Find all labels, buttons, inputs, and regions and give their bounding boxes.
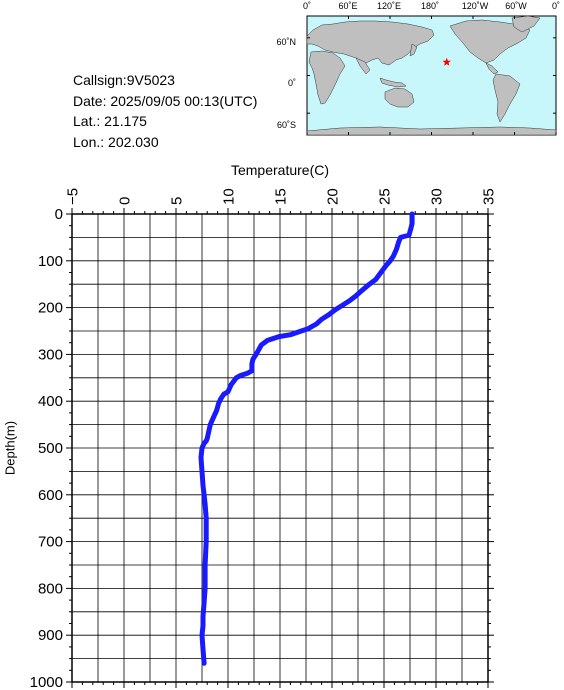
x-axis-tick-labels: −5 0 5 10 15 20 25 30 35 bbox=[64, 188, 497, 205]
latitude-text: Lat.: 21.175 bbox=[73, 113, 147, 129]
y-axis-ticks bbox=[66, 213, 494, 683]
indonesia-landmass bbox=[379, 77, 407, 88]
map-lat-labels: 60˚N 0˚ 60˚S bbox=[276, 37, 296, 130]
x-tick-label: 5 bbox=[168, 197, 185, 205]
x-tick-label: 10 bbox=[220, 188, 237, 205]
map-lon-label: 60˚W bbox=[505, 1, 527, 11]
map-lon-label: 0˚ bbox=[303, 1, 311, 11]
map-lon-label: 0˚ bbox=[552, 1, 560, 11]
y-tick-label: 200 bbox=[38, 300, 63, 317]
y-tick-label: 300 bbox=[38, 346, 63, 363]
world-map: 0˚ 60˚E 120˚E 180˚ 120˚W 60˚W 0˚ 60˚N 0˚… bbox=[276, 1, 560, 136]
japan-landmass bbox=[409, 43, 418, 57]
x-axis-label: Temperature(C) bbox=[231, 162, 329, 178]
temperature-profile-line bbox=[198, 211, 415, 666]
date-text: Date: 2025/09/05 00:13(UTC) bbox=[73, 92, 258, 109]
map-lat-label: 0˚ bbox=[288, 78, 296, 88]
south-america-landmass bbox=[492, 73, 521, 123]
eurasia-landmass bbox=[306, 20, 435, 66]
central-america-landmass bbox=[485, 62, 499, 75]
x-tick-label: 25 bbox=[376, 188, 393, 205]
y-tick-label: 1000 bbox=[30, 674, 63, 690]
y-tick-label: 500 bbox=[38, 440, 63, 457]
india-landmass bbox=[355, 57, 371, 75]
australia-landmass bbox=[384, 87, 415, 108]
greenland-landmass bbox=[511, 15, 541, 33]
y-tick-label: 600 bbox=[38, 487, 63, 504]
y-tick-label: 400 bbox=[38, 393, 63, 410]
map-lon-label: 120˚E bbox=[377, 1, 401, 11]
map-lat-label: 60˚N bbox=[276, 37, 296, 47]
x-tick-label: 35 bbox=[480, 188, 497, 205]
y-axis-tick-labels: 0 100 200 300 400 500 600 700 800 900 1000 bbox=[30, 206, 63, 690]
chart-grid bbox=[71, 213, 489, 683]
y-tick-label: 800 bbox=[38, 580, 63, 597]
x-tick-label: 30 bbox=[428, 188, 445, 205]
africa-landmass bbox=[308, 50, 346, 105]
station-marker-star bbox=[442, 57, 451, 66]
callsign-text: Callsign:9V5023 bbox=[73, 72, 175, 88]
x-tick-label: −5 bbox=[64, 188, 81, 205]
y-tick-label: 700 bbox=[38, 534, 63, 551]
y-tick-label: 900 bbox=[38, 627, 63, 644]
map-ticks bbox=[306, 16, 557, 135]
y-tick-label: 100 bbox=[38, 253, 63, 270]
north-america-landmass bbox=[449, 19, 531, 64]
map-landmasses bbox=[306, 15, 557, 136]
map-lon-labels: 0˚ 60˚E 120˚E 180˚ 120˚W 60˚W 0˚ bbox=[303, 1, 560, 11]
x-tick-label: 20 bbox=[324, 188, 341, 205]
map-lat-label: 60˚S bbox=[277, 120, 296, 130]
y-tick-label: 0 bbox=[55, 206, 63, 223]
station-info: Callsign:9V5023 Date: 2025/09/05 00:13(U… bbox=[73, 70, 257, 152]
x-tick-label: 0 bbox=[116, 197, 133, 205]
x-tick-label: 15 bbox=[272, 188, 289, 205]
map-lon-label: 60˚E bbox=[338, 1, 357, 11]
map-lon-label: 180˚ bbox=[421, 1, 439, 11]
map-lon-label: 120˚W bbox=[462, 1, 489, 11]
y-axis-label: Depth(m) bbox=[3, 421, 18, 475]
x-axis-ticks bbox=[71, 208, 489, 688]
longitude-text: Lon.: 202.030 bbox=[73, 133, 159, 150]
